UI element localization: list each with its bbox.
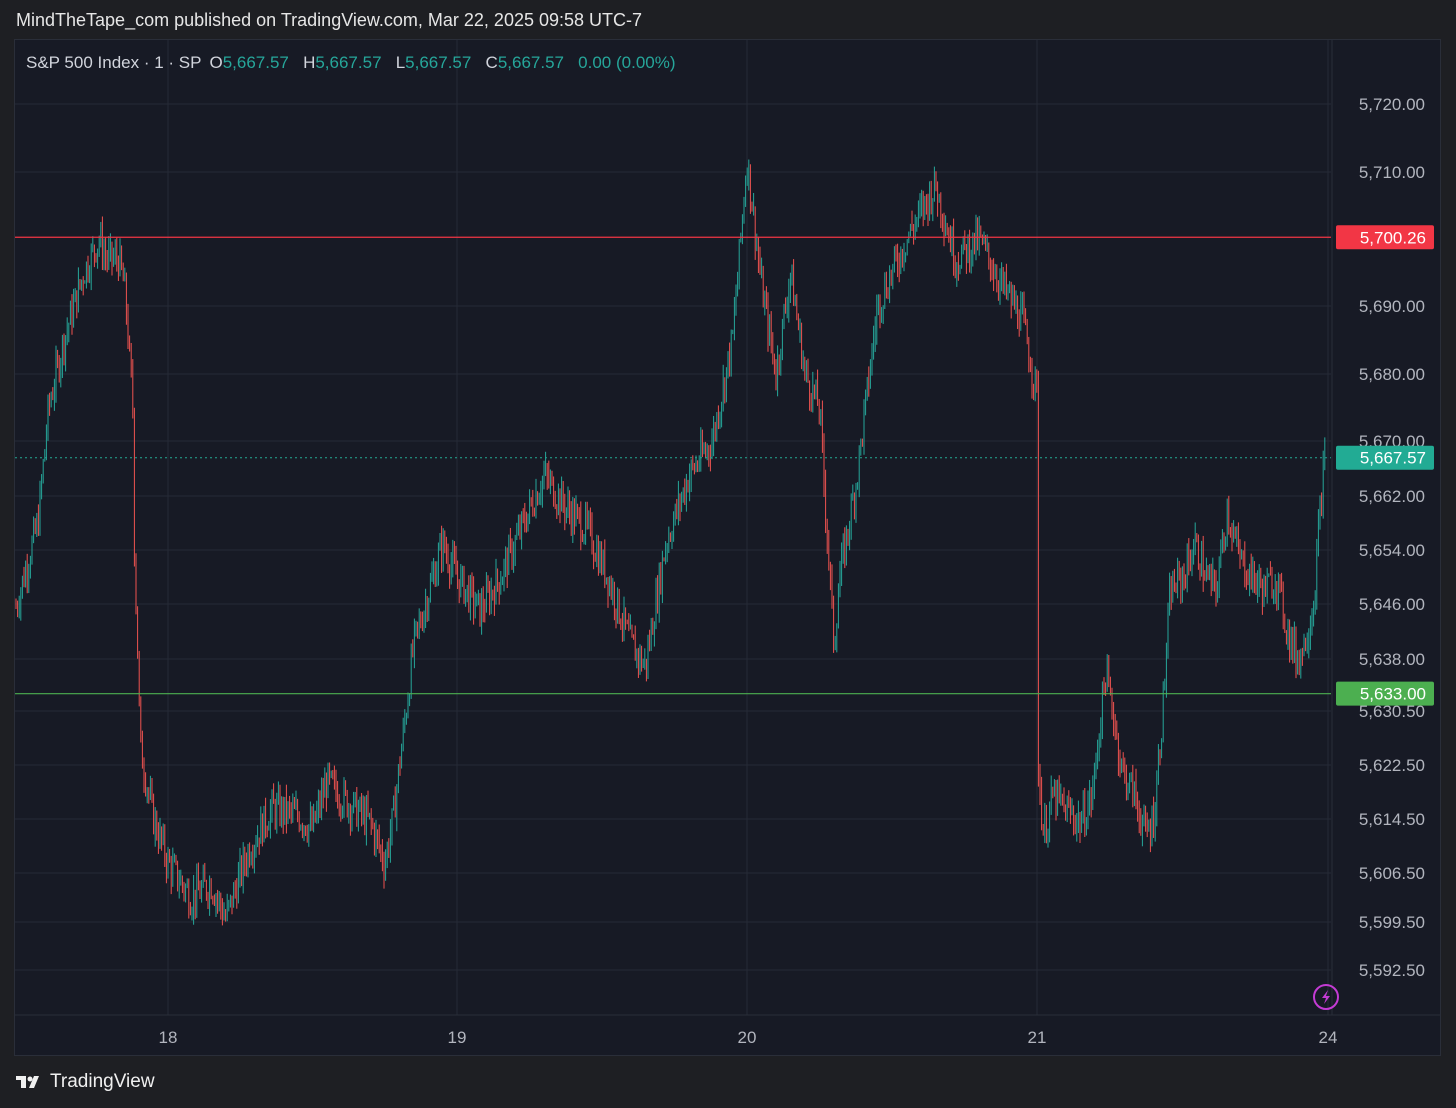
y-tick-label: 5,592.50 bbox=[1359, 961, 1425, 980]
y-tick-label: 5,630.50 bbox=[1359, 702, 1425, 721]
tradingview-logo-icon bbox=[16, 1074, 44, 1090]
x-tick-label: 19 bbox=[448, 1028, 467, 1047]
footer-brand[interactable]: TradingView bbox=[16, 1071, 155, 1093]
y-tick-label: 5,646.00 bbox=[1359, 595, 1425, 614]
y-tick-label: 5,680.00 bbox=[1359, 365, 1425, 384]
support-badge bbox=[1336, 681, 1434, 706]
y-tick-label: 5,622.50 bbox=[1359, 756, 1425, 775]
symbol-label[interactable]: S&P 500 Index · 1 · SP bbox=[26, 53, 202, 72]
support-badge-label: 5,633.00 bbox=[1360, 685, 1426, 704]
publication-header: MindTheTape_com published on TradingView… bbox=[16, 10, 643, 30]
y-tick-label: 5,614.50 bbox=[1359, 810, 1425, 829]
close-value: 5,667.57 bbox=[497, 53, 564, 72]
x-tick-label: 18 bbox=[159, 1028, 178, 1047]
x-tick-label: 21 bbox=[1028, 1028, 1047, 1047]
low-label: L bbox=[395, 53, 406, 72]
high-label: H bbox=[303, 53, 316, 72]
horizontal-levels bbox=[15, 236, 1331, 695]
last-price-badge bbox=[1336, 445, 1434, 470]
open-label: O bbox=[209, 53, 223, 72]
y-tick-label: 5,599.50 bbox=[1359, 913, 1425, 932]
low-value: 5,667.57 bbox=[405, 53, 472, 72]
resistance-badge bbox=[1336, 225, 1434, 250]
close-label: C bbox=[485, 53, 498, 72]
footer-brand-label: TradingView bbox=[50, 1071, 155, 1092]
y-tick-label: 5,654.00 bbox=[1359, 541, 1425, 560]
resistance-badge-label: 5,700.26 bbox=[1360, 228, 1426, 247]
x-axis: 18 19 20 21 24 bbox=[159, 1028, 1338, 1047]
high-value: 5,667.57 bbox=[315, 53, 382, 72]
y-tick-label: 5,720.00 bbox=[1359, 95, 1425, 114]
y-tick-label: 5,606.50 bbox=[1359, 864, 1425, 883]
change-value: 0.00 (0.00%) bbox=[578, 53, 676, 72]
ohlc-legend: S&P 500 Index · 1 · SP O5,667.57 H5,667.5… bbox=[26, 53, 676, 73]
candlestick-series bbox=[15, 159, 1326, 926]
x-tick-label: 20 bbox=[738, 1028, 757, 1047]
y-tick-label: 5,710.00 bbox=[1359, 163, 1425, 182]
x-tick-label: 24 bbox=[1319, 1028, 1338, 1047]
open-value: 5,667.57 bbox=[222, 53, 289, 72]
y-axis: 5,720.005,710.005,690.005,680.005,670.00… bbox=[1359, 95, 1425, 980]
y-tick-label: 5,662.00 bbox=[1359, 487, 1425, 506]
last-price-badge-label: 5,667.57 bbox=[1360, 449, 1426, 468]
price-badges: 5,700.26 5,633.00 5,667.57 bbox=[1336, 225, 1434, 706]
lightning-icon[interactable] bbox=[1313, 984, 1339, 1010]
y-tick-label: 5,638.00 bbox=[1359, 650, 1425, 669]
y-tick-label: 5,690.00 bbox=[1359, 297, 1425, 316]
